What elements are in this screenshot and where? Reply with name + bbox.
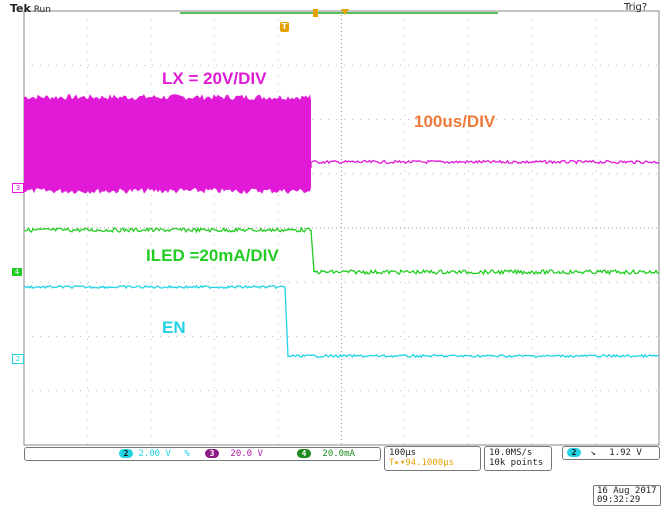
horizontal-scale: 100µs xyxy=(389,448,417,458)
ch3-scale: 20.0 V xyxy=(230,449,263,459)
timebase-annotation: 100us/DIV xyxy=(414,112,496,131)
lx-switching-band xyxy=(24,100,311,188)
ch3-ground-marker[interactable]: 3 xyxy=(12,183,24,193)
ch4-scale: 20.0mA xyxy=(322,449,355,459)
ch2-ground-marker[interactable]: 2 xyxy=(12,354,24,364)
sample-rate: 10.0MS/s xyxy=(489,448,533,458)
trigger-slope-icon: ↘ xyxy=(590,448,596,458)
lx-band-bottom-edge xyxy=(24,188,311,194)
ch2-scale: 2.00 V xyxy=(138,449,171,459)
vertical-settings-bar: 2 2.00 V % 3 20.0 V 4 20.0mA xyxy=(24,447,381,461)
en-annotation: EN xyxy=(162,318,186,337)
ch2-badge[interactable]: 2 xyxy=(119,449,133,458)
trigger-position-icon[interactable] xyxy=(341,9,349,15)
en-trace-low xyxy=(284,286,659,359)
record-length: 10k points xyxy=(489,458,544,468)
lx-annotation: LX = 20V/DIV xyxy=(162,69,267,88)
trigger-settings-box[interactable]: 2 ↘ 1.92 V xyxy=(562,446,660,460)
status-header: Tek Run xyxy=(10,2,51,15)
iled-trace-off xyxy=(310,229,659,276)
trigger-point-marker[interactable]: T xyxy=(280,22,289,32)
trigger-source-badge: 2 xyxy=(567,448,581,457)
ch3-badge[interactable]: 3 xyxy=(205,449,219,458)
date-label: 16 Aug 2017 xyxy=(597,486,657,496)
lx-trace-off xyxy=(310,159,660,168)
bandwidth-limit-icon: % xyxy=(184,449,190,459)
time-label: 09:32:29 xyxy=(597,495,641,505)
waveforms xyxy=(23,94,660,359)
iled-annotation: ILED =20mA/DIV xyxy=(146,246,279,265)
horizontal-settings-box[interactable]: 100µs T▸▾94.1000µs xyxy=(384,446,481,471)
trigger-level: 1.92 V xyxy=(609,448,642,458)
iled-trace-on xyxy=(23,226,312,234)
run-state-label: Run xyxy=(33,5,51,15)
datetime-box: 16 Aug 2017 09:32:29 xyxy=(593,485,661,506)
trigger-position: T▸▾94.1000µs xyxy=(389,458,455,468)
ch4-badge[interactable]: 4 xyxy=(297,449,311,458)
brand-label: Tek xyxy=(10,2,31,15)
ch4-ground-marker[interactable]: 4 xyxy=(12,268,22,276)
acquisition-settings-box[interactable]: 10.0MS/s 10k points xyxy=(484,446,552,471)
record-window-marker xyxy=(313,9,318,17)
lx-band-top-edge xyxy=(24,94,311,100)
trigger-state-label: Trig? xyxy=(624,2,648,13)
en-trace-high xyxy=(23,284,286,290)
